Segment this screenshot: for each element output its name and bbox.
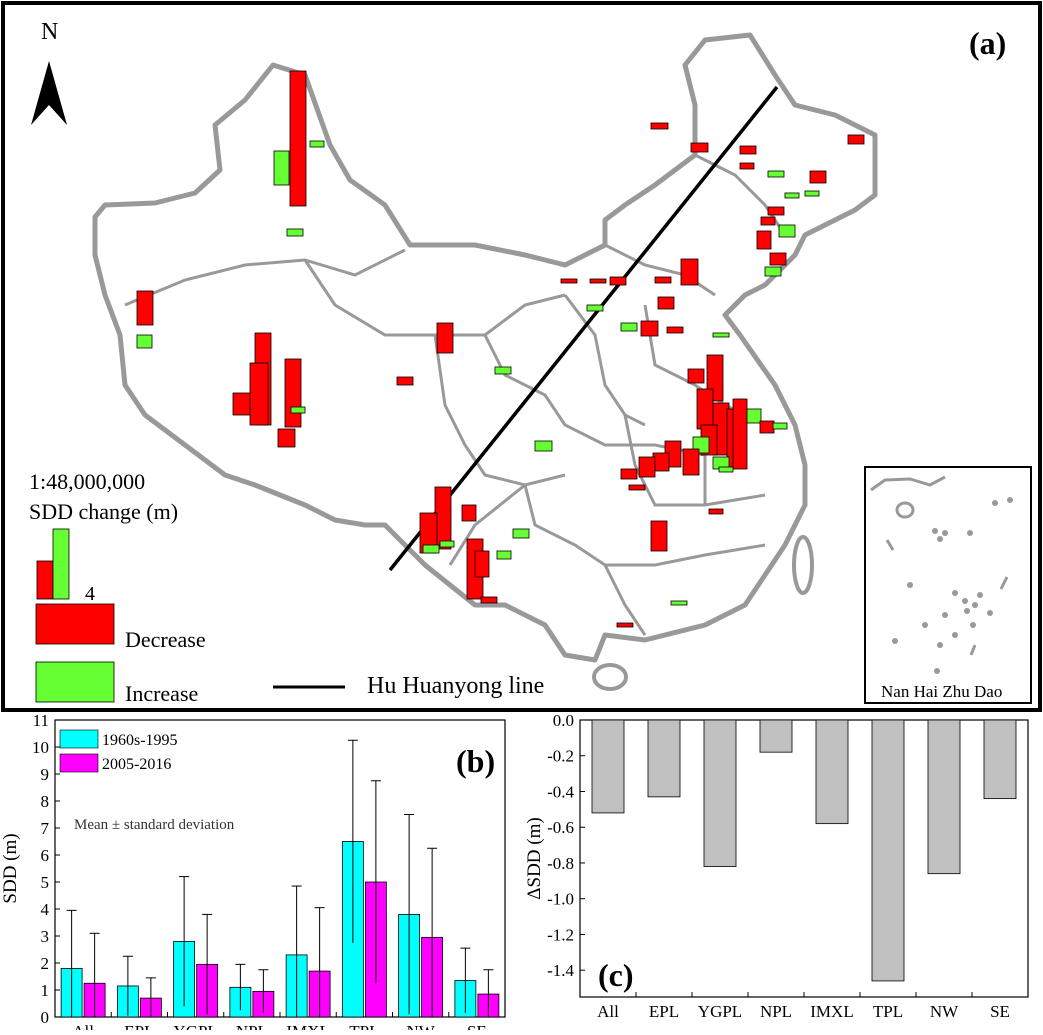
panel-b-label: (b): [456, 743, 495, 779]
inset-map: [864, 466, 1032, 704]
x-tick-label: SE: [467, 1022, 487, 1030]
legend-decrease-swatch: [35, 603, 115, 645]
y-tick-label: 7: [41, 819, 50, 838]
y-tick-label: 0: [41, 1008, 50, 1027]
legend-label: 2005-2016: [102, 756, 171, 773]
bar-delta-sdd: [591, 719, 625, 814]
panel-a-label: (a): [969, 25, 1007, 61]
north-arrow-icon: [31, 61, 67, 125]
hainan: [592, 663, 628, 691]
y-tick-label: 2: [41, 954, 50, 973]
bar-delta-sdd: [815, 719, 849, 825]
x-tick-label: All: [72, 1022, 94, 1030]
x-tick-label: EPL: [649, 1002, 679, 1021]
y-tick-label: 10: [32, 738, 49, 757]
y-tick-label: -0.8: [547, 854, 574, 873]
bar-delta-sdd: [647, 719, 681, 798]
y-tick-label: 9: [41, 765, 50, 784]
legend-label: 1960s-1995: [102, 732, 178, 749]
hu-huanyong-line: [388, 85, 779, 572]
x-tick-label: YGPL: [173, 1022, 217, 1030]
y-tick-label: 5: [41, 873, 50, 892]
delta-sdd-bar-chart: 0.0 -0.2 -0.4 -0.6 -0.8 -1.0 -1.2 -1.4 ΔSDD (m) A…: [524, 711, 1029, 1021]
y-tick-label: -0.2: [547, 747, 574, 766]
y-tick-label: -0.6: [547, 818, 574, 837]
x-tick-label: NW: [406, 1022, 435, 1030]
y-tick-label: 6: [41, 846, 50, 865]
legend-swatch: [59, 753, 99, 773]
bar-delta-sdd: [871, 719, 905, 982]
panel-b-chart: 0 1 2 3 4 5 6 7 8 9 10 11 SDD (m) All EPL YGPL NPL IMXL TP…: [0, 708, 520, 1035]
y-tick-label: 3: [41, 927, 50, 946]
taiwan: [792, 535, 814, 595]
legend-swatch: [59, 729, 99, 749]
legend-decrease-sample: [36, 560, 54, 600]
sdd-change-bars: [136, 70, 865, 628]
legend-value: 4: [85, 583, 95, 605]
x-tick-label: IMXL: [810, 1002, 853, 1021]
annotation-mean-sd: Mean ± standard deviation: [74, 817, 235, 833]
china-outline: [92, 32, 878, 663]
legend-title: SDD change (m): [29, 499, 179, 524]
x-tick-label: NPL: [760, 1002, 792, 1021]
province-borders: [124, 153, 787, 636]
plot-frame: [579, 719, 1029, 998]
y-axis-label: ΔSDD (m): [524, 817, 545, 899]
legend-symbols: [35, 528, 115, 703]
x-tick-label: SE: [990, 1002, 1010, 1021]
map-scale: 1:48,000,000: [29, 469, 146, 494]
x-tick-label: NW: [930, 1002, 959, 1021]
y-tick-label: -0.4: [547, 782, 574, 801]
x-tick-label: IMXL: [286, 1022, 329, 1030]
y-tick-label: -1.4: [547, 961, 574, 980]
north-label: N: [41, 19, 59, 45]
map-panel: N (a) 1:48,000,000 SDD change (m) 4 Decr…: [1, 1, 1042, 712]
x-tick-label: NPL: [236, 1022, 268, 1030]
bar-delta-sdd: [759, 719, 793, 753]
legend-line-label: Hu Huanyong line: [367, 673, 545, 699]
panel-c-label: (c): [598, 957, 634, 993]
inset-label: Nan Hai Zhu Dao: [881, 682, 1003, 701]
y-tick-label: 8: [41, 792, 50, 811]
y-tick-label: 0.0: [553, 711, 574, 730]
x-tick-label: EPL: [124, 1022, 154, 1030]
bar-delta-sdd: [983, 719, 1017, 800]
x-tick-label: TPL: [349, 1022, 379, 1030]
legend-increase-sample: [52, 528, 70, 600]
bar-delta-sdd: [927, 719, 961, 875]
legend-increase-label: Increase: [125, 681, 199, 706]
x-tick-label: TPL: [873, 1002, 903, 1021]
china-map: [31, 32, 1032, 704]
bar-delta-sdd: [703, 719, 737, 867]
x-tick-label: All: [597, 1002, 619, 1021]
y-tick-label: 11: [33, 711, 49, 730]
legend-increase-swatch: [35, 661, 115, 703]
legend-decrease-label: Decrease: [125, 627, 206, 652]
y-axis-label: SDD (m): [0, 833, 21, 903]
x-tick-label: YGPL: [698, 1002, 742, 1021]
y-tick-label: -1.2: [547, 925, 574, 944]
panel-c-chart: 0.0 -0.2 -0.4 -0.6 -0.8 -1.0 -1.2 -1.4 ΔSDD (m) A…: [524, 708, 1043, 1030]
y-tick-label: 1: [41, 981, 50, 1000]
y-tick-label: -1.0: [547, 890, 574, 909]
y-tick-label: 4: [41, 900, 50, 919]
sdd-bar-chart: 0 1 2 3 4 5 6 7 8 9 10 11 SDD (m) All EPL YGPL NPL IMXL TP…: [0, 711, 506, 1035]
